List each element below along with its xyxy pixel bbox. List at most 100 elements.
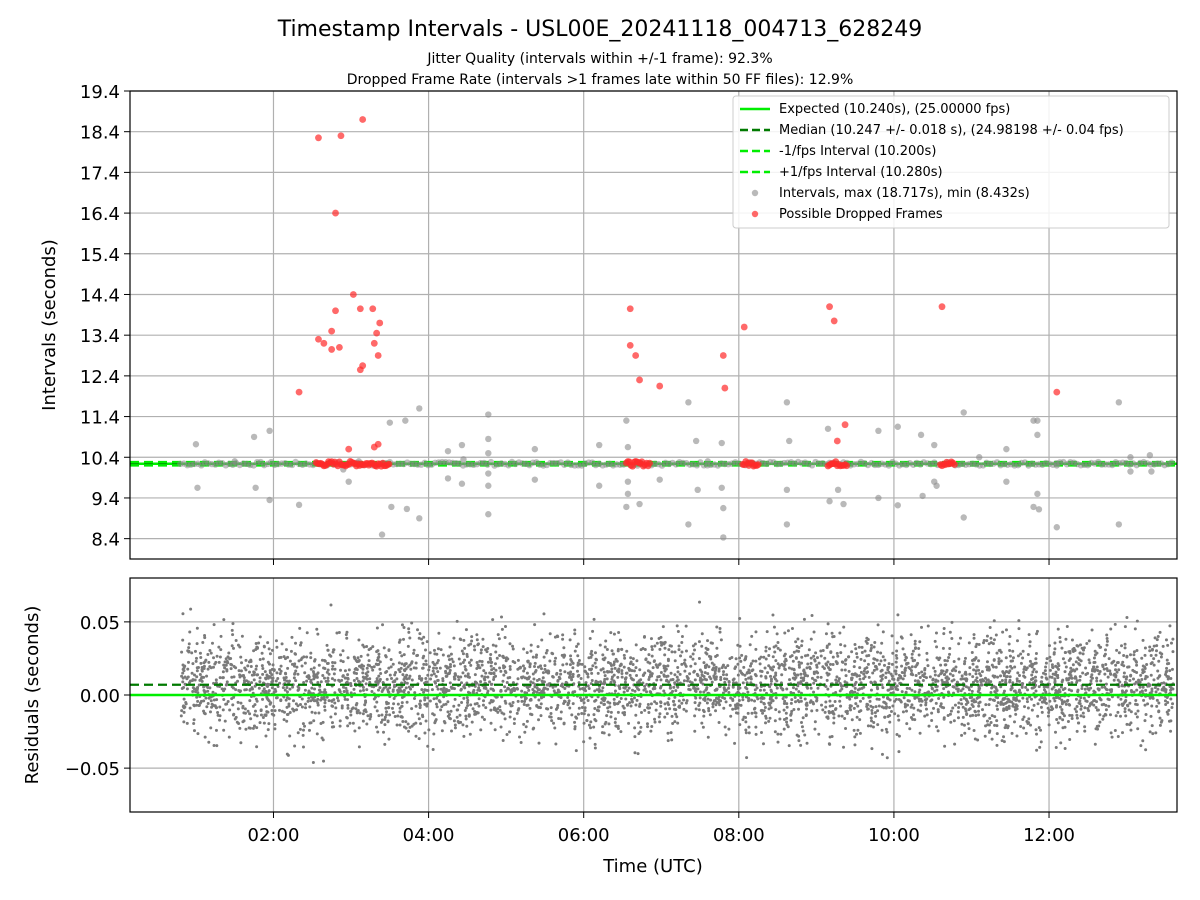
- intervals-y-axis-label: Intervals (seconds): [39, 239, 60, 411]
- residual-point: [616, 726, 620, 730]
- residual-point: [895, 665, 899, 669]
- residual-point: [326, 668, 330, 672]
- residual-point: [356, 656, 360, 660]
- interval-point: [718, 439, 725, 447]
- legend-box: [732, 95, 1170, 229]
- residual-point: [536, 645, 540, 649]
- residual-point: [215, 698, 219, 702]
- residual-point: [675, 624, 679, 628]
- residual-point: [1151, 732, 1155, 736]
- residual-point: [454, 673, 458, 677]
- residual-point: [904, 656, 908, 660]
- residual-point: [652, 659, 656, 663]
- residual-point: [361, 719, 365, 723]
- residual-point: [432, 697, 436, 701]
- residual-point: [553, 726, 557, 730]
- residual-point: [880, 752, 884, 756]
- residual-point: [252, 673, 256, 677]
- residual-point: [519, 695, 523, 699]
- residual-point: [270, 709, 274, 713]
- residual-point: [783, 631, 787, 635]
- residual-point: [1169, 729, 1173, 733]
- residual-point: [957, 670, 961, 674]
- residual-point: [1040, 710, 1044, 714]
- residual-point: [974, 645, 978, 649]
- residual-point: [839, 643, 843, 647]
- residual-point: [948, 712, 952, 716]
- residual-point: [1101, 663, 1105, 667]
- interval-point: [1034, 417, 1041, 424]
- residual-point: [654, 663, 658, 667]
- residual-point: [590, 671, 594, 675]
- residual-point: [782, 718, 786, 722]
- residual-point: [1090, 628, 1094, 632]
- residual-point: [405, 673, 409, 677]
- residual-point: [777, 666, 781, 670]
- residual-point: [231, 646, 235, 650]
- residual-point: [719, 638, 723, 642]
- residual-point: [285, 752, 289, 756]
- residual-point: [707, 665, 711, 669]
- residual-point: [631, 663, 635, 667]
- residual-point: [1071, 647, 1075, 651]
- residual-point: [1100, 703, 1104, 707]
- residual-point: [744, 720, 748, 724]
- residual-point: [425, 640, 429, 644]
- residual-point: [799, 661, 803, 665]
- residual-point: [1034, 657, 1038, 661]
- residual-point: [258, 680, 262, 684]
- residual-point: [307, 696, 311, 700]
- residual-point: [182, 710, 186, 714]
- residual-point: [871, 725, 875, 729]
- residual-point: [860, 645, 864, 649]
- residual-point: [201, 665, 205, 669]
- residual-point: [891, 677, 895, 681]
- residual-point: [553, 662, 557, 666]
- residual-point: [924, 701, 928, 705]
- residual-point: [646, 703, 650, 707]
- residual-point: [596, 671, 600, 675]
- residual-point: [528, 665, 532, 669]
- residual-point: [646, 725, 650, 729]
- residual-point: [903, 652, 907, 656]
- residual-point: [1078, 674, 1082, 678]
- residual-point: [1040, 700, 1044, 704]
- residual-point: [1054, 664, 1058, 668]
- residual-point: [811, 702, 815, 706]
- residual-point: [484, 671, 488, 675]
- residual-point: [739, 703, 743, 707]
- residual-point: [665, 712, 669, 716]
- residual-point: [833, 699, 837, 703]
- residual-point: [217, 645, 221, 649]
- interval-point: [1034, 490, 1041, 498]
- residual-point: [727, 691, 731, 695]
- residual-point: [842, 745, 846, 749]
- residual-point: [365, 674, 369, 678]
- residual-point: [1058, 636, 1062, 640]
- residual-point: [1070, 638, 1074, 642]
- residual-point: [910, 688, 914, 692]
- residual-point: [252, 649, 256, 653]
- residuals-panel: −0.050.000.05 02:00 04:00 06:00 08:00 10:00 1…: [22, 577, 1178, 877]
- residual-point: [232, 665, 236, 669]
- residual-point: [493, 728, 497, 732]
- residual-point: [400, 654, 404, 658]
- residual-point: [664, 707, 668, 711]
- residual-point: [889, 709, 893, 713]
- residual-point: [714, 703, 718, 707]
- residual-point: [693, 648, 697, 652]
- residual-point: [913, 665, 917, 669]
- residual-point: [1099, 679, 1103, 683]
- residual-point: [949, 720, 953, 724]
- residual-point: [257, 686, 261, 690]
- residual-point: [499, 669, 503, 673]
- residual-point: [477, 697, 481, 701]
- residual-point: [489, 721, 493, 725]
- residual-point: [271, 663, 275, 667]
- residual-point: [698, 696, 702, 700]
- residual-point: [797, 690, 801, 694]
- residual-point: [809, 656, 813, 660]
- residual-point: [517, 707, 521, 711]
- intervals-y-tick-label: 13.4: [80, 326, 120, 347]
- residual-point: [676, 629, 680, 633]
